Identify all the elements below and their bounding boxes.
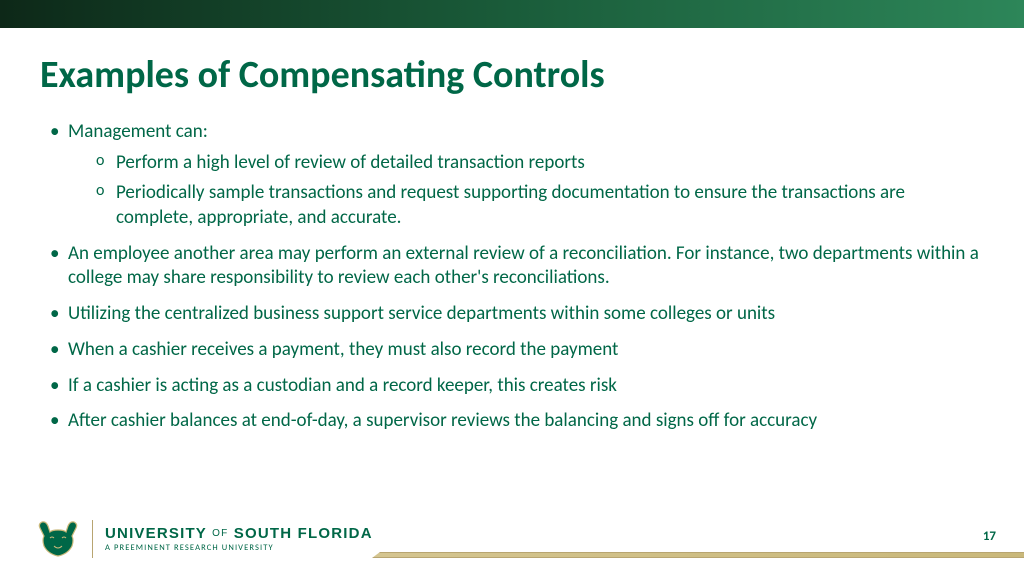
logo-area: UNIVERSITY OF SOUTH FLORIDA A PREEMINENT… <box>36 520 373 558</box>
list-item: Management can: Perform a high level of … <box>48 120 984 231</box>
slide-footer: UNIVERSITY OF SOUTH FLORIDA A PREEMINENT… <box>0 506 1024 576</box>
uni-of: OF <box>212 528 228 539</box>
list-item-text: Management can: <box>68 120 208 143</box>
sub-list-item: Perform a high level of review of detail… <box>96 151 984 176</box>
university-name: UNIVERSITY OF SOUTH FLORIDA <box>105 526 373 541</box>
uni-suffix: SOUTH FLORIDA <box>234 525 373 542</box>
uni-prefix: UNIVERSITY <box>105 525 207 542</box>
sub-list-item: Periodically sample transactions and req… <box>96 181 984 230</box>
list-item: After cashier balances at end-of-day, a … <box>48 409 984 434</box>
university-text: UNIVERSITY OF SOUTH FLORIDA A PREEMINENT… <box>105 526 373 553</box>
bull-logo-icon <box>36 520 80 558</box>
page-number: 17 <box>983 529 996 544</box>
list-item: An employee another area may perform an … <box>48 242 984 291</box>
university-tagline: A PREEMINENT RESEARCH UNIVERSITY <box>105 544 373 553</box>
list-item: When a cashier receives a payment, they … <box>48 338 984 363</box>
sub-list: Perform a high level of review of detail… <box>68 151 984 231</box>
logo-divider <box>92 520 93 558</box>
footer-gold-bar <box>372 552 1024 558</box>
list-item: Utilizing the centralized business suppo… <box>48 302 984 327</box>
list-item: If a cashier is acting as a custodian an… <box>48 374 984 399</box>
header-gradient-bar <box>0 0 1024 28</box>
bullet-list: Management can: Perform a high level of … <box>40 120 984 434</box>
slide-content: Examples of Compensating Controls Manage… <box>0 28 1024 434</box>
slide-title: Examples of Compensating Controls <box>40 52 984 98</box>
